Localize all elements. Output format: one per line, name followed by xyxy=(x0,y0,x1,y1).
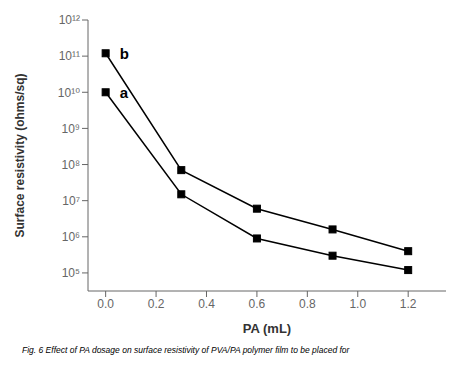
svg-text:10⁷: 10⁷ xyxy=(62,194,80,208)
svg-text:1.2: 1.2 xyxy=(400,297,417,311)
svg-text:10¹¹: 10¹¹ xyxy=(59,49,80,63)
svg-text:PA (mL): PA (mL) xyxy=(243,321,291,336)
html-text:Fig. 6 Effect of PA dosage on: Fig. 6 Effect of PA dosage on surface re… xyxy=(22,345,350,355)
svg-text:0.6: 0.6 xyxy=(249,297,266,311)
svg-text:1.0: 1.0 xyxy=(349,297,366,311)
svg-text:10⁸: 10⁸ xyxy=(62,158,80,172)
svg-text:Surface resistivity (ohms/sq): Surface resistivity (ohms/sq) xyxy=(13,73,27,237)
svg-text:10¹⁰: 10¹⁰ xyxy=(58,86,80,100)
svg-text:10⁶: 10⁶ xyxy=(62,230,80,244)
svg-text:0.4: 0.4 xyxy=(198,297,215,311)
svg-text:0.2: 0.2 xyxy=(148,297,165,311)
svg-text:b: b xyxy=(120,45,129,62)
svg-text:a: a xyxy=(120,84,129,101)
svg-text:10⁹: 10⁹ xyxy=(62,122,81,136)
svg-text:10¹²: 10¹² xyxy=(59,13,80,27)
svg-text:0.8: 0.8 xyxy=(299,297,316,311)
svg-text:0.0: 0.0 xyxy=(97,297,114,311)
svg-text:10⁵: 10⁵ xyxy=(62,266,80,280)
